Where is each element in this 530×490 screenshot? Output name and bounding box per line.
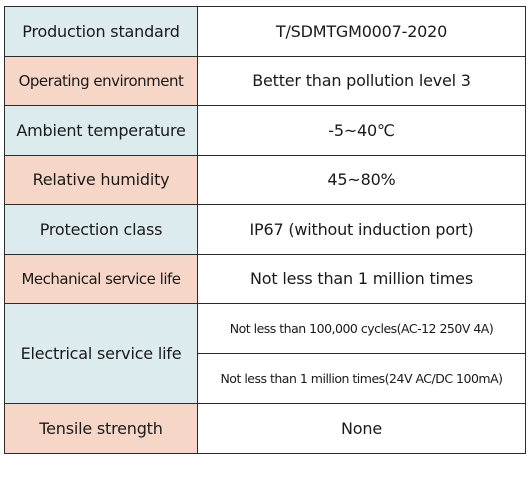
electrical-service-life-value-dc: Not less than 1 million times(24V AC/DC …: [197, 353, 526, 404]
electrical-service-life-label: Electrical service life: [4, 303, 198, 404]
table-row: Tensile strength None: [4, 403, 526, 454]
protection-class-value: IP67 (without induction port): [197, 204, 526, 255]
tensile-strength-value: None: [197, 403, 526, 454]
mechanical-service-life-value: Not less than 1 million times: [197, 253, 526, 304]
ambient-temperature-label: Ambient temperature: [4, 105, 198, 156]
electrical-service-life-value-ac: Not less than 100,000 cycles(AC-12 250V …: [197, 303, 526, 354]
table-row: Not less than 1 million times(24V AC/DC …: [5, 353, 526, 404]
relative-humidity-label: Relative humidity: [4, 154, 198, 205]
table-row: Operating environment Better than pollut…: [4, 55, 526, 106]
mechanical-service-life-label: Mechanical service life: [4, 253, 198, 304]
protection-class-label: Protection class: [4, 204, 198, 255]
table-row: Relative humidity 45~80%: [4, 154, 526, 205]
production-standard-value: T/SDMTGM0007-2020: [197, 6, 526, 57]
production-standard-label: Production standard: [4, 6, 198, 57]
table-row: Mechanical service life Not less than 1 …: [4, 253, 526, 304]
ambient-temperature-value: -5~40℃: [197, 105, 526, 156]
operating-environment-value: Better than pollution level 3: [197, 55, 526, 106]
relative-humidity-value: 45~80%: [197, 154, 526, 205]
table-row: Electrical service life Not less than 10…: [4, 303, 526, 404]
specification-table: Production standard T/SDMTGM0007-2020 Op…: [4, 6, 526, 454]
table-row: Ambient temperature -5~40℃: [4, 105, 526, 156]
table-row: Production standard T/SDMTGM0007-2020: [4, 6, 526, 57]
tensile-strength-label: Tensile strength: [4, 403, 198, 454]
operating-environment-label: Operating environment: [4, 55, 198, 106]
table-row: Protection class IP67 (without induction…: [4, 204, 526, 255]
